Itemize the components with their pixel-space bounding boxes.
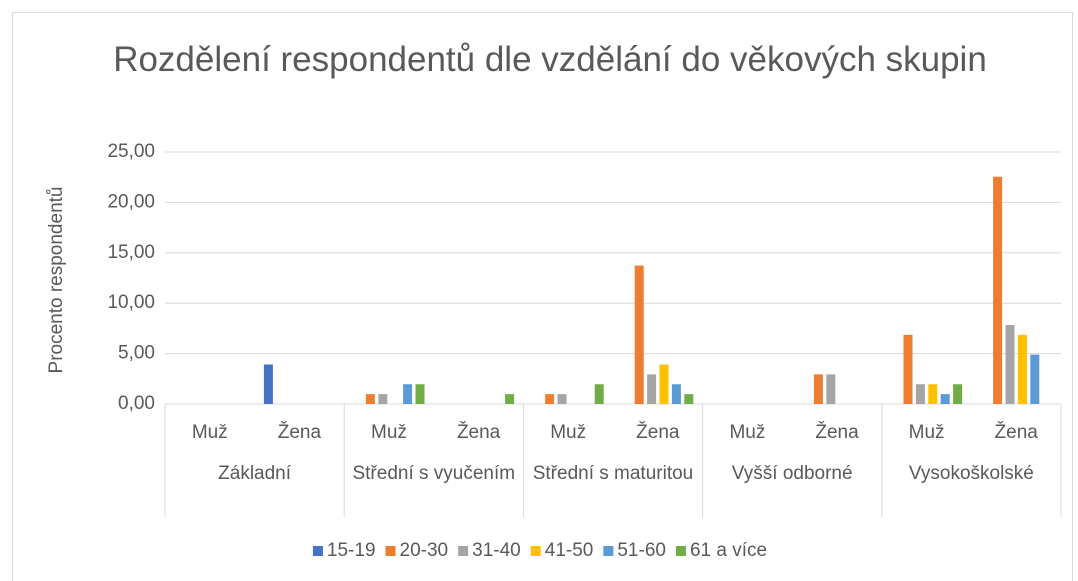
x-tick-label: Žena <box>278 421 322 443</box>
bar <box>928 384 938 404</box>
bar <box>545 394 555 404</box>
x-tick-label: Muž <box>729 422 765 443</box>
y-tick-label: 20,00 <box>107 191 155 212</box>
bar <box>684 394 694 404</box>
chart-title: Rozdělení respondentů dle vzdělání do vě… <box>113 40 987 79</box>
y-tick-label: 15,00 <box>107 242 155 263</box>
bar <box>671 384 681 404</box>
legend-marker <box>385 546 396 556</box>
group-label: Základní <box>218 463 292 484</box>
x-tick-label: Žena <box>457 421 501 443</box>
bar <box>263 364 273 404</box>
legend-marker <box>458 546 469 556</box>
bar <box>813 374 823 404</box>
bar <box>993 176 1003 404</box>
chart-border <box>12 12 1073 581</box>
bar <box>659 364 669 404</box>
group-label: Vyšší odborné <box>731 463 853 484</box>
bar <box>594 384 604 404</box>
bar <box>1017 334 1027 404</box>
legend-marker <box>312 546 323 556</box>
legend-label: 31-40 <box>472 540 521 561</box>
bar <box>415 384 425 404</box>
bar <box>365 394 375 404</box>
y-tick-label: 25,00 <box>107 141 155 162</box>
bar <box>903 334 913 404</box>
legend-marker <box>603 546 614 556</box>
group-label: Střední s vyučením <box>352 463 516 484</box>
y-tick-label: 0,00 <box>118 393 155 414</box>
bar <box>647 374 657 404</box>
bar <box>557 394 567 404</box>
x-tick-label: Muž <box>550 422 586 443</box>
legend-label: 15-19 <box>327 540 376 561</box>
legend-label: 51-60 <box>617 540 666 561</box>
legend-label: 61 a více <box>690 540 767 561</box>
legend-marker <box>675 546 686 556</box>
bar <box>403 384 413 404</box>
bar <box>940 394 950 404</box>
legend-marker <box>530 546 541 556</box>
x-tick-label: Žena <box>995 421 1039 443</box>
bar <box>1030 354 1040 404</box>
bar <box>1005 324 1015 404</box>
x-tick-label: Muž <box>371 422 407 443</box>
bar <box>915 384 925 404</box>
y-tick-label: 5,00 <box>118 343 155 364</box>
legend-label: 41-50 <box>545 540 594 561</box>
y-tick-label: 10,00 <box>107 292 155 313</box>
y-axis-label: Procento respondentů <box>46 187 67 374</box>
bar <box>953 384 963 404</box>
group-label: Střední s maturitou <box>532 463 694 484</box>
x-tick-label: Muž <box>909 422 945 443</box>
x-tick-label: Žena <box>815 421 859 443</box>
x-tick-label: Žena <box>636 421 680 443</box>
bar <box>505 394 515 404</box>
legend-label: 20-30 <box>400 540 449 561</box>
bar <box>634 265 644 404</box>
group-label: Vysokoškolské <box>908 463 1034 484</box>
bar <box>826 374 836 404</box>
x-tick-label: Muž <box>192 422 228 443</box>
bar <box>378 394 388 404</box>
